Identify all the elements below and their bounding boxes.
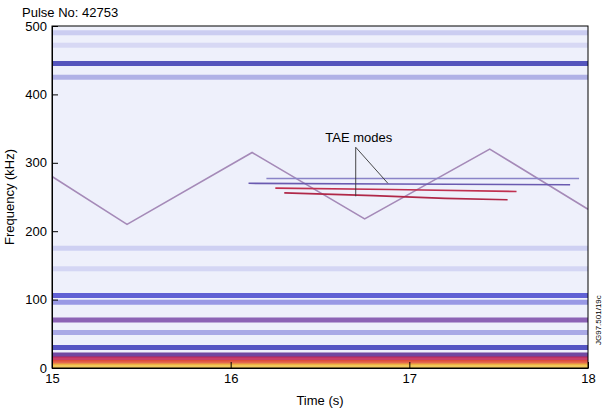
spectral-band [52,300,588,305]
x-tick: 17 [403,362,417,386]
y-tick-label: 300 [25,155,47,170]
y-tick: 400 [25,87,58,102]
y-tick-mark [52,163,58,164]
x-tick-mark [231,362,232,368]
y-tick-mark [52,300,58,301]
chart-container: 15 16 17 18 0 100 200 300 400 500Pulse No: 42753 T… [0,0,607,410]
spectral-band [52,61,588,66]
spectral-band [52,30,588,35]
frequency-trace [275,188,516,191]
y-tick: 100 [25,292,58,307]
spectral-band [52,330,588,335]
x-tick-label: 16 [224,371,238,386]
y-tick-label: 0 [40,361,47,376]
x-tick-label: 17 [403,371,417,386]
spectral-band [52,363,588,368]
y-tick: 200 [25,224,58,239]
spectral-band [52,266,588,271]
x-axis-line [53,368,589,369]
x-tick-label: 18 [581,371,595,386]
spectral-band [52,318,588,323]
spectral-band [52,43,588,48]
frequency-trace [52,149,588,224]
y-tick-label: 500 [25,19,47,34]
y-tick: 0 [40,361,58,376]
y-tick-mark [52,231,58,232]
x-axis: 15 16 17 18 [45,362,595,386]
side-label: JG97.501/19c [594,295,603,345]
plot-frame [52,26,588,368]
y-tick-mark [52,368,58,369]
spectral-band [52,246,588,251]
chart-svg: 15 16 17 18 0 100 200 300 400 500Pulse No: 42753 T… [0,0,607,410]
annotation-text: TAE modes [325,130,392,145]
y-tick-mark [52,26,58,27]
data-layer [52,33,588,366]
y-axis: 0 100 200 300 400 500 [25,19,58,376]
y-tick-mark [52,94,58,95]
x-tick: 16 [224,362,238,386]
x-tick-mark [409,362,410,368]
y-tick: 300 [25,155,58,170]
y-tick-label: 400 [25,87,47,102]
y-tick-label: 200 [25,224,47,239]
annotation-arrow [356,147,388,183]
plot-background [52,26,588,368]
spectral-band [52,75,588,80]
spectral-band [52,293,588,298]
y-axis-title: Frequency (kHz) [2,149,17,245]
y-tick: 500 [25,19,58,34]
frequency-trace [249,183,571,184]
spectral-band [52,360,588,365]
frequency-trace [284,193,507,200]
spectral-band [52,345,588,350]
x-tick: 18 [581,362,595,386]
annotation-arrow [355,147,356,196]
x-axis-title: Time (s) [296,393,343,408]
chart-title: Pulse No: 42753 [22,5,118,20]
y-axis-line [52,27,53,369]
x-tick-mark [588,362,589,368]
y-tick-label: 100 [25,292,47,307]
frequency-trace [266,178,579,180]
spectral-band [52,357,588,362]
x-tick-label: 15 [45,371,59,386]
